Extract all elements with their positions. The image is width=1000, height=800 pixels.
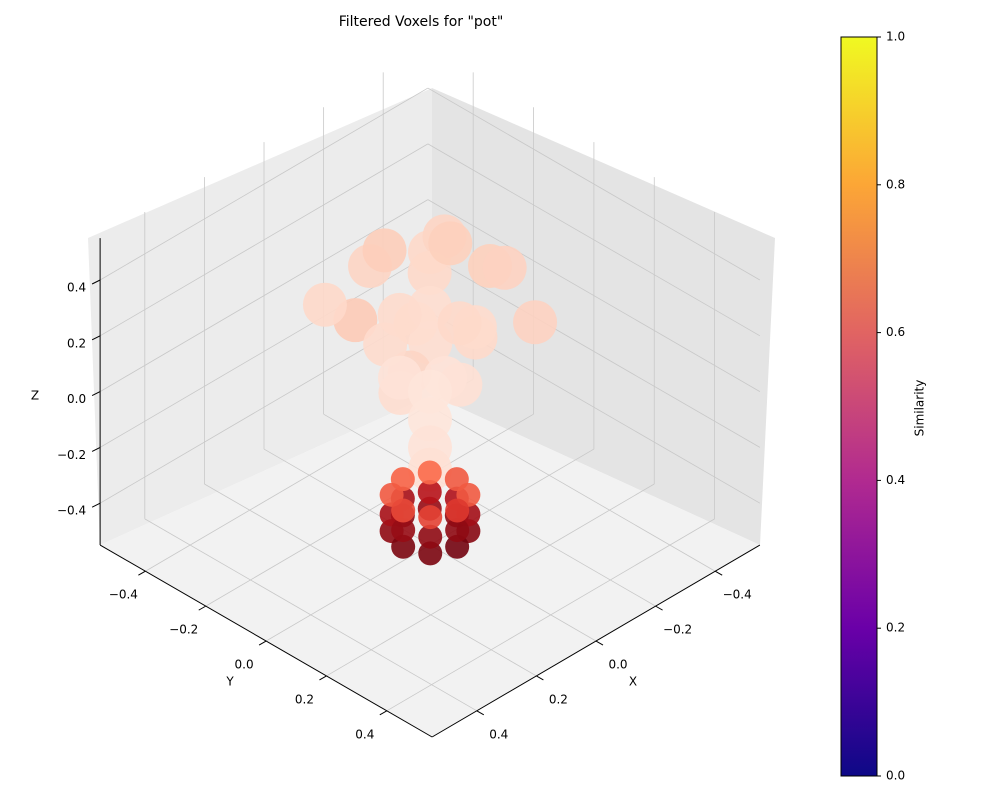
floor-pane (100, 395, 760, 737)
x-tick (476, 710, 485, 716)
z-tick (91, 279, 101, 285)
x-axis-line (431, 544, 761, 738)
grid-line (99, 143, 429, 337)
z-tick-label: −0.2 (57, 448, 86, 462)
y-tick-label: −0.4 (109, 588, 138, 602)
grid-line (427, 143, 761, 337)
x-tick (655, 605, 663, 611)
voxel (445, 534, 470, 559)
y-tick (138, 570, 146, 576)
z-tick (91, 446, 101, 452)
voxel (445, 498, 470, 523)
y-tick-label: −0.2 (169, 623, 198, 637)
voxel (417, 480, 442, 505)
colorbar-tick-label: 0.2 (886, 621, 905, 635)
voxel (391, 518, 416, 543)
y-axis-line (99, 544, 433, 738)
z-tick-label: 0.2 (67, 336, 86, 350)
y-tick-label: 0.4 (355, 727, 374, 741)
colorbar-label: Similarity (913, 380, 927, 437)
voxel (418, 505, 443, 530)
colorbar (840, 36, 878, 777)
x-tick (536, 675, 544, 681)
y-tick (258, 640, 267, 646)
voxel (391, 534, 416, 559)
grid-line (205, 413, 534, 607)
grid-line (427, 199, 761, 392)
grid-line (427, 87, 761, 281)
y-tick-label: 0.2 (295, 692, 314, 706)
voxel (302, 282, 347, 327)
voxel (391, 498, 416, 523)
voxel (513, 300, 558, 345)
x-tick (595, 640, 604, 646)
colorbar-tick-label: 1.0 (886, 30, 905, 44)
panes (88, 88, 775, 737)
z-tick (91, 335, 101, 341)
right-pane (432, 88, 775, 545)
x-tick (714, 570, 723, 576)
x-tick-label: −0.4 (723, 588, 752, 602)
y-axis-label: Y (225, 675, 234, 689)
z-tick-label: −0.4 (57, 504, 86, 518)
grid-line (326, 483, 655, 677)
voxel (437, 301, 482, 346)
y-tick-label: 0.0 (235, 658, 254, 672)
grid-line (386, 518, 715, 712)
x-tick-label: 0.0 (608, 658, 627, 672)
colorbar-tick-label: 0.0 (886, 769, 905, 783)
y-tick (198, 605, 206, 611)
y-tick (379, 710, 388, 716)
colorbar-tick-label: 0.4 (886, 473, 905, 487)
left-pane (88, 88, 432, 545)
colorbar-tick-label: 0.6 (886, 325, 905, 339)
voxel (362, 228, 407, 273)
z-tick-label: 0.4 (67, 281, 86, 295)
voxel (482, 245, 527, 290)
grid-line (99, 87, 429, 281)
grid-line (427, 255, 761, 448)
x-tick-label: −0.2 (663, 623, 692, 637)
y-tick (319, 675, 327, 681)
z-tick (91, 391, 101, 397)
colorbar-tick-label: 0.8 (886, 177, 905, 191)
z-tick-label: 0.0 (67, 392, 86, 406)
x-axis-label: X (629, 675, 637, 689)
x-tick-label: 0.2 (549, 692, 568, 706)
voxel (418, 524, 443, 549)
x-tick-label: 0.4 (489, 727, 508, 741)
z-tick (91, 502, 101, 508)
voxel (417, 460, 442, 485)
voxel (377, 292, 422, 337)
voxel (418, 541, 443, 566)
voxel (445, 518, 470, 543)
z-axis-label: Z (31, 389, 39, 403)
chart-title: Filtered Voxels for "pot" (339, 14, 504, 30)
voxel (428, 221, 473, 266)
